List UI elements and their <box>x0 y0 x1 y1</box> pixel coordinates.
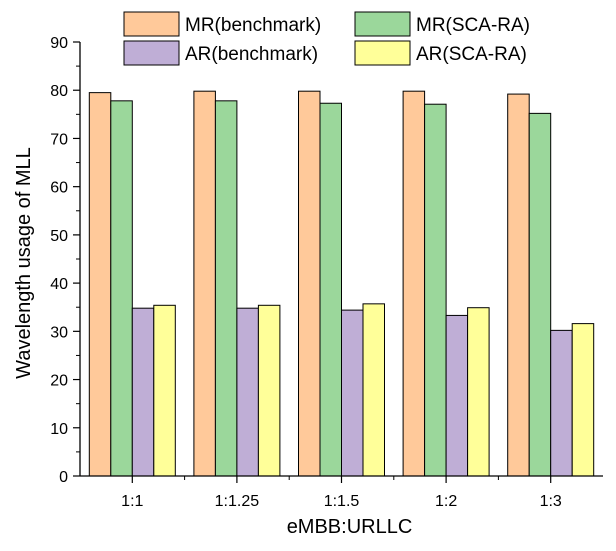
x-axis-label: eMBB:URLLC <box>287 516 413 538</box>
legend-label: AR(benchmark) <box>185 44 318 65</box>
bar <box>193 90 216 477</box>
y-tick-label: 50 <box>50 228 68 245</box>
bar <box>214 100 238 477</box>
bars-layer <box>88 90 595 477</box>
y-tick-label: 70 <box>50 131 68 148</box>
bar <box>88 92 112 477</box>
bar <box>341 309 364 477</box>
bar <box>236 307 259 477</box>
legend-swatch <box>123 11 180 37</box>
bar <box>467 307 490 477</box>
legend-swatch <box>123 40 180 66</box>
legend-label: AR(SCA-RA) <box>416 44 527 65</box>
bar <box>507 93 530 477</box>
x-tick-label: 1:1.5 <box>324 493 360 510</box>
y-axis-label: Wavelength usage of MLL <box>13 147 35 379</box>
x-tick-label: 1:3 <box>540 493 562 510</box>
bar <box>445 314 469 477</box>
x-tick-label: 1:1 <box>121 493 143 510</box>
y-tick-label: 60 <box>50 180 68 197</box>
legend-label: MR(benchmark) <box>185 15 321 36</box>
legend-swatch <box>354 40 411 66</box>
bar <box>153 304 176 477</box>
bar <box>362 303 385 477</box>
bar <box>571 323 595 477</box>
y-tick-label: 40 <box>50 276 68 293</box>
bar <box>550 329 573 477</box>
x-tick-label: 1:1.25 <box>215 493 260 510</box>
bar <box>298 90 321 477</box>
bar <box>402 90 426 477</box>
bar <box>528 112 552 477</box>
bar <box>424 103 447 477</box>
y-tick-label: 0 <box>59 469 68 486</box>
bar <box>110 100 133 477</box>
y-tick-label: 80 <box>50 83 68 100</box>
legend-label: MR(SCA-RA) <box>416 15 530 36</box>
y-tick-label: 90 <box>50 35 68 52</box>
y-tick-label: 30 <box>50 324 68 341</box>
bar <box>131 307 155 477</box>
y-tick-label: 20 <box>50 373 68 390</box>
legend-swatch <box>354 11 411 37</box>
x-tick-label: 1:2 <box>435 493 457 510</box>
legend: MR(benchmark) MR(SCA-RA) AR(benchmark) AR(S… <box>123 11 530 66</box>
y-tick-label: 10 <box>50 421 68 438</box>
bar <box>319 102 342 477</box>
x-ticks: 1:1 1:1.25 1:1.5 1:2 1:3 <box>121 476 562 510</box>
bar <box>257 304 281 477</box>
y-ticks: 0 10 20 30 40 50 60 70 80 90 <box>50 35 80 486</box>
